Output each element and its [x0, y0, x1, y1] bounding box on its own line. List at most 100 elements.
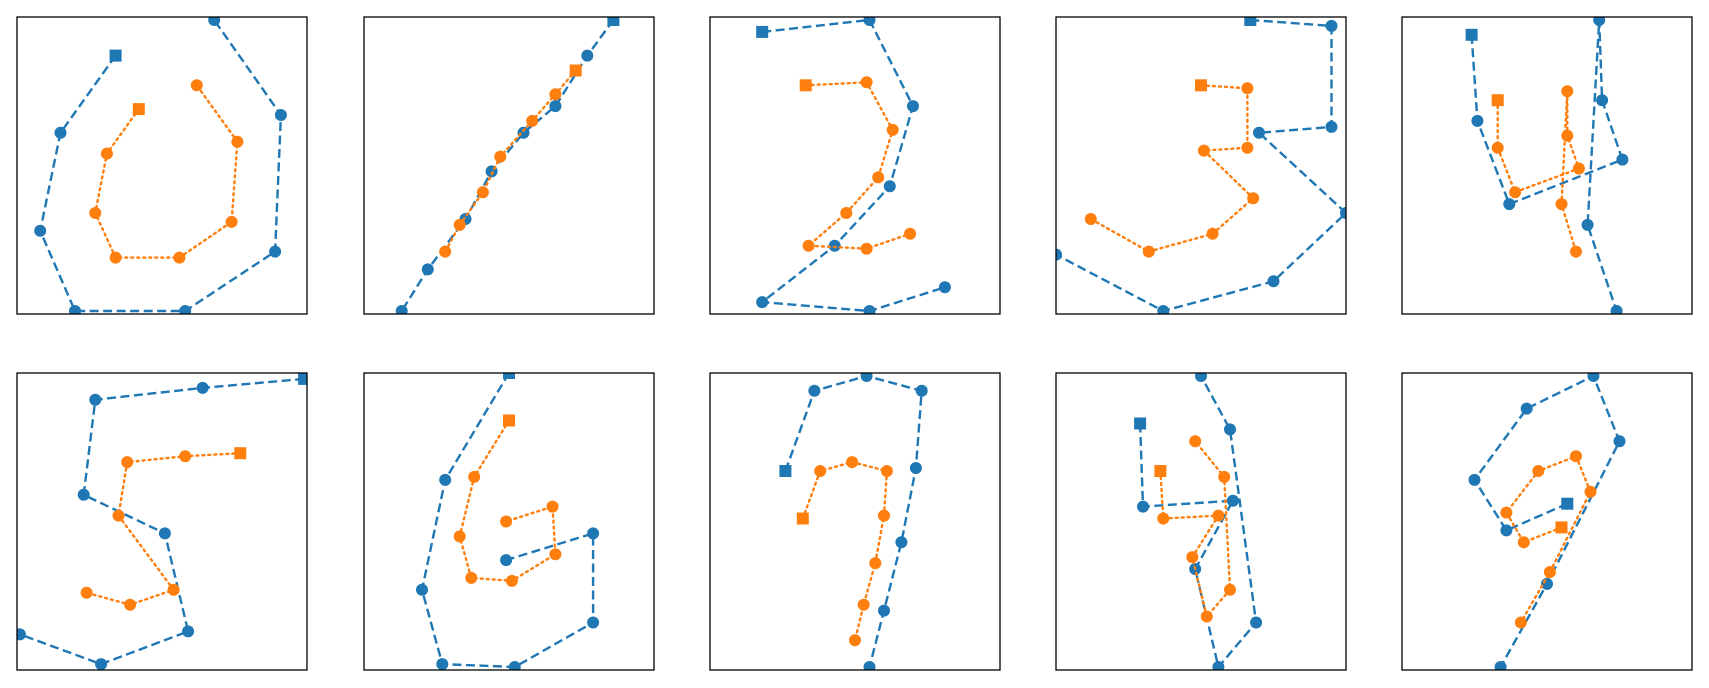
- series-2-point: [860, 242, 873, 255]
- series-2-point: [1570, 245, 1582, 258]
- panel-2-frame: [363, 16, 655, 315]
- series-2-point: [904, 227, 917, 240]
- series-1-point: [196, 381, 209, 394]
- series-1-point: [1212, 661, 1225, 670]
- series-2-point: [1218, 470, 1231, 483]
- series-2-point: [505, 574, 518, 587]
- series-2-point: [849, 634, 861, 647]
- panel-10: [1401, 372, 1693, 671]
- series-1-point: [508, 661, 521, 670]
- series-2-start-marker: [796, 512, 809, 525]
- panel-10-plot-area: [1468, 373, 1626, 670]
- series-1-point: [95, 658, 108, 670]
- series-1-start-marker: [779, 465, 792, 477]
- series-1-point: [1056, 248, 1062, 261]
- series-2-point: [1500, 506, 1513, 519]
- panel-4: [1055, 16, 1347, 315]
- panel-3-plot-area: [756, 17, 951, 314]
- panel-5-frame: [1401, 16, 1693, 315]
- panel-6-frame: [16, 372, 308, 671]
- series-2-line: [1089, 84, 1255, 253]
- series-1-point: [1224, 423, 1236, 436]
- series-1-point: [1157, 305, 1170, 314]
- series-2-start-marker: [234, 447, 247, 460]
- series-1-line: [420, 373, 595, 669]
- series-1-start-marker: [756, 25, 769, 38]
- series-1-start-marker: [1134, 417, 1147, 430]
- series-1-point: [756, 296, 769, 309]
- series-1-start-marker: [109, 49, 122, 62]
- series-2-point: [814, 465, 827, 477]
- series-1-line: [1473, 374, 1621, 668]
- series-1-line: [19, 377, 305, 666]
- series-2-point: [878, 509, 890, 522]
- series-1-point: [436, 658, 449, 670]
- series-1-point: [17, 628, 26, 641]
- series-1-point: [860, 373, 873, 382]
- series-1-point: [1610, 305, 1623, 314]
- series-1-start-marker: [607, 17, 620, 26]
- panel-3-frame: [709, 16, 1001, 315]
- series-2-start-marker: [1154, 465, 1167, 477]
- series-2-point: [526, 114, 539, 127]
- series-2-point: [857, 598, 870, 611]
- series-1-line: [38, 19, 283, 313]
- series-2-point: [1514, 616, 1527, 629]
- series-1-point: [1340, 207, 1346, 219]
- series-2-point: [1157, 512, 1170, 525]
- series-2-point: [1584, 485, 1597, 498]
- series-1-point: [581, 49, 594, 62]
- series-1-point: [1581, 218, 1594, 231]
- series-1-point: [878, 604, 890, 617]
- series-1-point: [69, 305, 81, 314]
- series-2-point: [840, 207, 853, 219]
- panel-3: [709, 16, 1001, 315]
- series-2-point: [231, 135, 244, 148]
- series-1-point: [1587, 373, 1600, 382]
- series-2-line: [804, 81, 912, 250]
- series-2-line: [458, 419, 557, 583]
- series-2-point: [500, 515, 513, 528]
- series-1-point: [915, 384, 928, 397]
- series-1-point: [1541, 577, 1553, 590]
- series-1-point: [274, 109, 287, 121]
- series-2-point: [549, 88, 562, 101]
- series-1-point: [549, 100, 562, 113]
- series-2-point: [1206, 227, 1219, 240]
- panel-5: [1401, 16, 1693, 315]
- series-1-start-marker: [1561, 497, 1574, 510]
- panel-8: [709, 372, 1001, 671]
- series-1-point: [89, 393, 102, 406]
- panel-4-plot-area: [1056, 17, 1346, 314]
- series-1-point: [587, 527, 600, 540]
- panel-2: [363, 16, 655, 315]
- series-1-point: [1468, 473, 1481, 486]
- series-2-line: [1496, 91, 1581, 253]
- series-2-start-marker: [503, 414, 515, 427]
- series-1-point: [1500, 524, 1513, 537]
- series-1-point: [1137, 500, 1149, 513]
- series-2-point: [1555, 198, 1568, 211]
- series-1-point: [863, 305, 876, 314]
- panel-9-frame: [1055, 372, 1347, 671]
- series-1-line: [759, 18, 946, 313]
- series-2-point: [121, 456, 134, 469]
- panel-9-plot-area: [1134, 373, 1263, 670]
- series-2-point: [886, 123, 899, 136]
- series-1-point: [54, 126, 67, 139]
- series-2-point: [89, 207, 102, 219]
- series-1-start-marker: [298, 373, 307, 385]
- series-1-point: [1267, 275, 1280, 288]
- series-2-point: [465, 571, 478, 584]
- series-1-point: [500, 554, 513, 567]
- series-2-point: [190, 79, 203, 92]
- series-1-point: [1520, 402, 1533, 415]
- series-2-point: [1241, 141, 1254, 154]
- series-1-point: [1253, 126, 1265, 139]
- series-1-point: [863, 17, 876, 26]
- series-2-point: [1543, 566, 1556, 578]
- series-1-point: [34, 224, 47, 237]
- series-1-line: [400, 19, 615, 312]
- series-1-point: [1195, 373, 1207, 382]
- panel-5-plot-area: [1465, 17, 1629, 314]
